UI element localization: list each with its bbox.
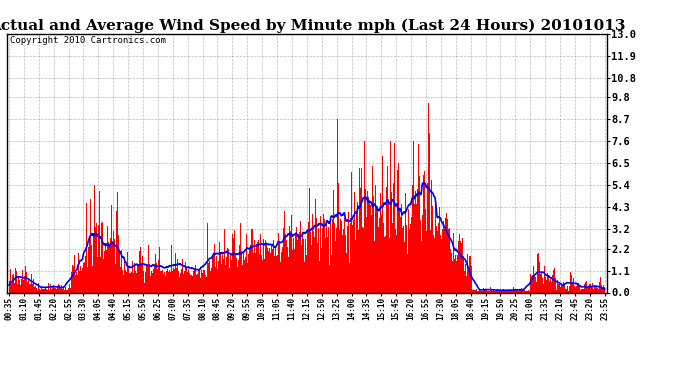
Title: Actual and Average Wind Speed by Minute mph (Last 24 Hours) 20101013: Actual and Average Wind Speed by Minute … — [0, 18, 625, 33]
Text: Copyright 2010 Cartronics.com: Copyright 2010 Cartronics.com — [10, 36, 166, 45]
